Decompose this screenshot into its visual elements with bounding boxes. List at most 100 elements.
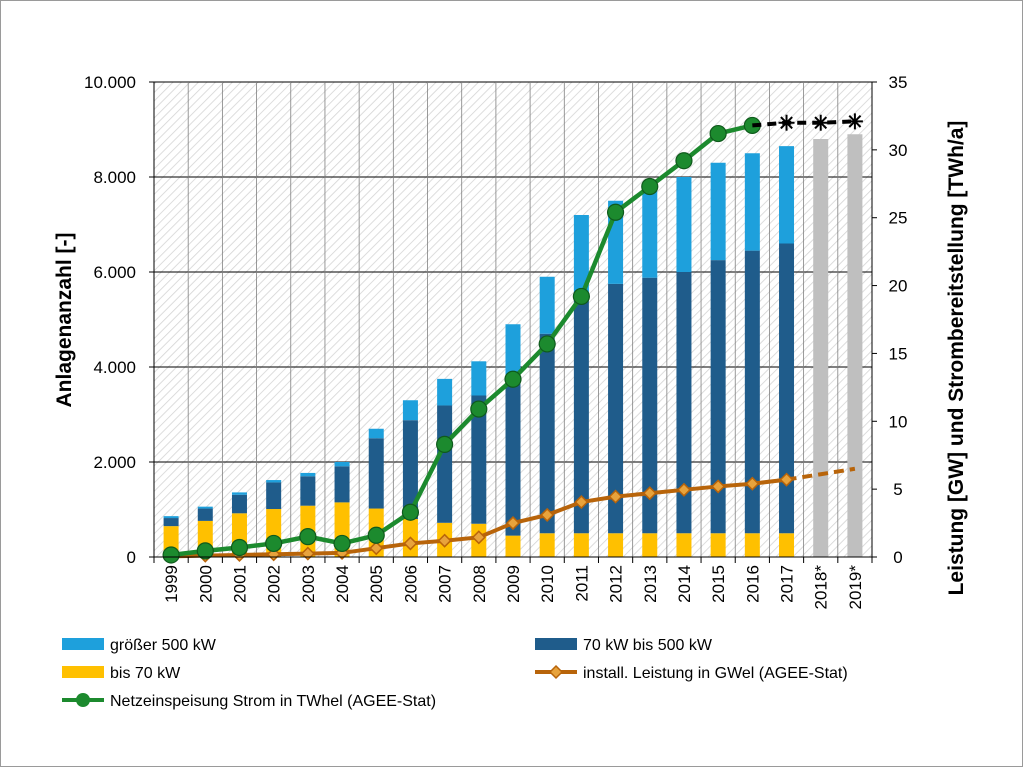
legend: größer 500 kW 70 kW bis 500 kW bis 70 kW in… (62, 637, 848, 710)
data-point (437, 533, 452, 548)
bar (676, 533, 692, 557)
data-point (675, 152, 693, 170)
bar (744, 533, 760, 557)
bar (368, 438, 384, 509)
data-point (367, 526, 385, 544)
data-point (436, 435, 454, 453)
y-axis-left-title: Anlagenanzahl [-] (53, 232, 76, 407)
x-tick-label: 2009 (504, 565, 523, 603)
y-tick-label-left: 4.000 (93, 358, 136, 377)
data-point (470, 400, 488, 418)
data-point (538, 335, 556, 353)
y-tick-label-right: 35 (889, 73, 908, 92)
bar (710, 533, 726, 557)
bar (539, 533, 555, 557)
bar (231, 494, 247, 514)
legend-item: install. Leistung in GWel (AGEE-Stat) (535, 664, 848, 682)
bar (163, 516, 179, 519)
x-tick-label: 2011 (572, 565, 591, 602)
bar (779, 533, 795, 557)
data-point (572, 287, 590, 306)
legend-swatch (62, 638, 104, 650)
bar (539, 333, 555, 534)
bar (608, 283, 624, 534)
x-tick-label: 2017 (778, 565, 797, 603)
bar (437, 405, 453, 523)
bar (779, 146, 795, 244)
bar (368, 428, 384, 439)
x-tick-label: 2018* (812, 565, 831, 610)
x-tick-label: 2012 (607, 565, 626, 603)
x-tick-label: 2019* (846, 565, 865, 610)
legend-label: bis 70 kW (110, 665, 181, 682)
y-tick-label-right: 25 (889, 209, 908, 228)
x-tick-label: 2004 (333, 565, 352, 603)
data-point (745, 476, 760, 491)
legend-marker (548, 664, 564, 680)
legend-item: bis 70 kW (62, 665, 181, 682)
bar-forecast (847, 134, 863, 557)
bar (402, 400, 418, 421)
data-point (711, 479, 726, 494)
x-tick-label: 2013 (641, 565, 660, 603)
data-point (846, 113, 863, 130)
bar (573, 533, 589, 557)
data-point (709, 124, 727, 143)
x-tick-label: 2006 (401, 565, 420, 603)
bar (744, 153, 760, 251)
bar (642, 533, 658, 557)
bar (505, 383, 521, 536)
y-tick-label-right: 5 (893, 480, 902, 499)
data-point (333, 534, 351, 553)
y-tick-label-right: 0 (893, 548, 902, 567)
bar (676, 272, 692, 534)
bar (231, 492, 247, 495)
bar (676, 177, 692, 272)
bar (334, 462, 350, 467)
bar (573, 215, 589, 301)
data-point (574, 494, 589, 510)
bar (197, 506, 213, 509)
data-point (676, 482, 692, 497)
data-point (812, 114, 829, 131)
bar (402, 420, 418, 519)
legend-item: Netzeinspeisung Strom in TWhel (AGEE-Sta… (62, 693, 436, 710)
data-point (778, 114, 795, 131)
y-tick-label-right: 20 (889, 277, 908, 296)
y-tick-label-left: 6.000 (93, 263, 136, 282)
bar (608, 533, 624, 557)
bar (642, 277, 658, 534)
legend-marker (76, 693, 90, 707)
bars (163, 134, 863, 557)
x-tick-label: 2000 (196, 565, 215, 603)
legend-label: größer 500 kW (110, 637, 217, 654)
x-tick-label: 2007 (436, 565, 455, 603)
y-tick-label-right: 10 (889, 412, 908, 431)
bar (744, 250, 760, 534)
bar (539, 276, 555, 334)
y-tick-label-right: 15 (889, 344, 908, 363)
series-line (752, 119, 855, 128)
bar (266, 480, 282, 483)
data-point (401, 503, 420, 521)
x-tick-label: 2014 (675, 565, 694, 603)
y-tick-label-left: 10.000 (84, 73, 136, 92)
bar (642, 186, 658, 278)
bar (505, 324, 521, 384)
bar (437, 378, 453, 406)
legend-item: 70 kW bis 500 kW (535, 637, 713, 654)
x-tick-label: 2003 (299, 565, 318, 603)
series-line-forecast (786, 466, 856, 482)
legend-item: größer 500 kW (62, 637, 217, 654)
x-tick-label: 2010 (538, 565, 557, 603)
y-axis-right-title: Leistung [GW] und Strombereitstellung [T… (945, 121, 968, 596)
bar (334, 466, 350, 503)
data-point (641, 177, 659, 196)
data-point (540, 507, 555, 522)
bar (266, 482, 282, 510)
x-tick-label: 2008 (470, 565, 489, 603)
bar (505, 535, 521, 557)
data-point (504, 370, 522, 388)
data-point (196, 542, 214, 560)
